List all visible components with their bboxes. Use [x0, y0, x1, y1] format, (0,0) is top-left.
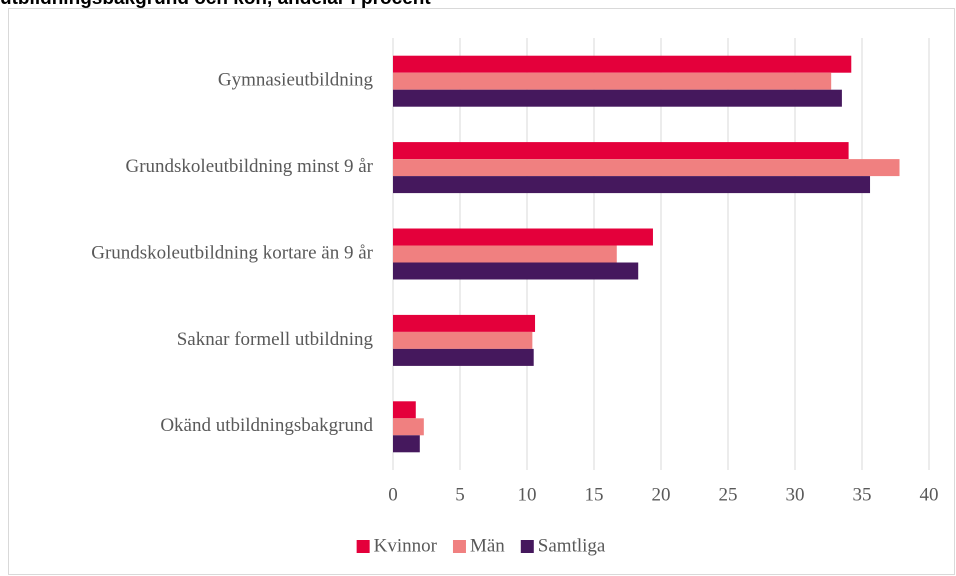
x-tick-label: 15 — [585, 484, 604, 505]
y-tick-label: Grundskoleutbildning minst 9 år — [125, 156, 373, 177]
y-tick-label: Okänd utbildningsbakgrund — [160, 415, 373, 436]
chart-title: utbildningsbakgrund och kön, andelar i p… — [0, 0, 431, 9]
x-tick-label: 0 — [388, 484, 398, 505]
bar — [393, 348, 534, 366]
legend-swatch — [520, 540, 534, 553]
legend-label: Kvinnor — [374, 535, 438, 556]
y-tick-label: Saknar formell utbildning — [177, 329, 374, 350]
x-tick-label: 35 — [853, 484, 872, 505]
x-tick-label: 10 — [518, 484, 537, 505]
legend-label: Män — [470, 535, 505, 556]
x-tick-label: 40 — [920, 484, 939, 505]
legend-label: Samtliga — [538, 535, 606, 556]
bar — [393, 401, 416, 419]
x-tick-label: 20 — [652, 484, 671, 505]
legend-swatch — [356, 540, 370, 553]
bar — [393, 418, 424, 436]
y-tick-label: Grundskoleutbildning kortare än 9 år — [91, 242, 373, 263]
bar — [393, 89, 842, 107]
bar — [393, 176, 871, 194]
bar — [393, 262, 639, 280]
bar — [393, 331, 533, 349]
bar — [393, 245, 617, 263]
x-tick-label: 30 — [786, 484, 805, 505]
bar — [393, 72, 832, 90]
bar — [393, 314, 536, 332]
y-tick-label: Gymnasieutbildning — [218, 70, 374, 91]
x-tick-label: 25 — [719, 484, 738, 505]
bar — [393, 159, 900, 177]
bar — [393, 435, 420, 453]
bar — [393, 228, 653, 246]
x-tick-label: 5 — [455, 484, 465, 505]
legend-swatch — [452, 540, 466, 553]
bar — [393, 55, 852, 73]
bar — [393, 142, 849, 160]
